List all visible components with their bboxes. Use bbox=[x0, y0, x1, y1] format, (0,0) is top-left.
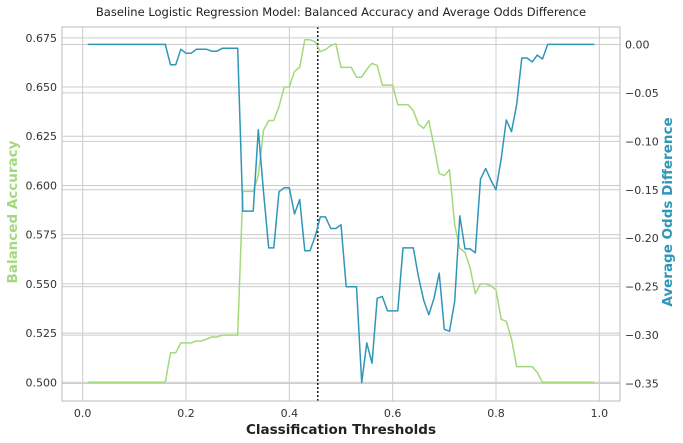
balanced-accuracy-line bbox=[87, 39, 595, 384]
y-left-tick-label: 0.500 bbox=[26, 376, 58, 389]
x-tick-label: 1.0 bbox=[591, 407, 609, 420]
y-left-tick-label: 0.600 bbox=[26, 179, 58, 192]
y-right-tick-label: −0.10 bbox=[625, 135, 659, 148]
x-tick-label: 0.0 bbox=[74, 407, 92, 420]
y-right-tick-label: −0.35 bbox=[625, 378, 659, 391]
y-right-tick-label: −0.25 bbox=[625, 281, 659, 294]
x-tick-label: 0.6 bbox=[384, 407, 402, 420]
y-right-tick-label: −0.20 bbox=[625, 232, 659, 245]
x-tick-label: 0.8 bbox=[487, 407, 505, 420]
y-right-tick-labels: 0.00 −0.05 −0.10 −0.15 −0.20 −0.25 −0.30 −0.35 bbox=[625, 38, 659, 390]
y-left-tick-labels: 0.500 0.525 0.550 0.575 0.600 0.625 0.650 0.675 bbox=[26, 32, 58, 389]
y-left-tick-label: 0.650 bbox=[26, 81, 58, 94]
x-tick-label: 0.2 bbox=[177, 407, 195, 420]
y-left-tick-label: 0.675 bbox=[26, 32, 58, 45]
y-right-tick-label: −0.30 bbox=[625, 329, 659, 342]
x-tick-labels: 0.0 0.2 0.4 0.6 0.8 1.0 bbox=[74, 407, 608, 420]
y-right-axis-label: Average Odds Difference bbox=[660, 117, 676, 306]
y-left-tick-label: 0.625 bbox=[26, 130, 58, 143]
y-left-tick-label: 0.525 bbox=[26, 327, 58, 340]
plot-frame bbox=[61, 26, 621, 402]
y-left-tick-label: 0.550 bbox=[26, 278, 58, 291]
series-layer bbox=[87, 39, 595, 384]
grid bbox=[62, 27, 620, 401]
average-odds-difference-line bbox=[87, 43, 595, 384]
x-tick-label: 0.4 bbox=[281, 407, 299, 420]
y-left-tick-label: 0.575 bbox=[26, 229, 58, 242]
y-left-axis-label: Balanced Accuracy bbox=[5, 140, 21, 283]
chart-title: Baseline Logistic Regression Model: Bala… bbox=[96, 5, 586, 19]
y-right-tick-label: 0.00 bbox=[625, 38, 650, 51]
y-right-tick-label: −0.15 bbox=[625, 184, 659, 197]
y-right-tick-label: −0.05 bbox=[625, 87, 659, 100]
x-axis-label: Classification Thresholds bbox=[246, 422, 436, 438]
